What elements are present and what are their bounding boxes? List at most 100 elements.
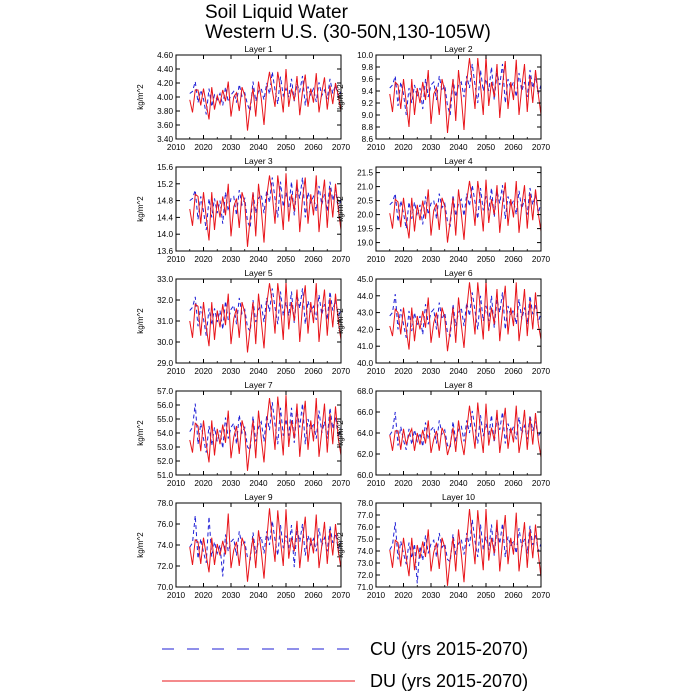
- y-tick-label: 29.0: [157, 359, 173, 368]
- series-du-line: [189, 282, 341, 353]
- y-tick-label: 44.0: [357, 292, 373, 301]
- x-tick-label: 2020: [394, 479, 413, 488]
- y-tick-label: 75.0: [357, 535, 373, 544]
- panel-title: Layer 9: [244, 492, 273, 502]
- panel-title: Layer 8: [444, 380, 473, 390]
- y-tick-label: 15.6: [157, 163, 173, 172]
- panel-frame: [375, 390, 542, 476]
- y-axis-label: kg/m^2: [336, 308, 345, 334]
- y-tick-label: 66.0: [357, 408, 373, 417]
- panel-title: Layer 10: [442, 492, 475, 502]
- series-cu-line: [389, 63, 541, 116]
- y-tick-label: 62.0: [357, 450, 373, 459]
- y-tick-label: 21.0: [357, 183, 373, 192]
- y-axis-label: kg/m^2: [336, 532, 345, 558]
- y-tick-label: 8.8: [362, 123, 374, 132]
- x-tick-label: 2010: [167, 479, 186, 488]
- series-cu-line: [189, 288, 341, 336]
- x-tick-label: 2070: [532, 367, 551, 376]
- x-tick-label: 2030: [222, 367, 241, 376]
- series-cu-line: [389, 185, 541, 229]
- x-tick-label: 2020: [194, 143, 213, 152]
- series-lines: [389, 179, 541, 243]
- y-tick-label: 64.0: [357, 429, 373, 438]
- y-tick-label: 77.0: [357, 511, 373, 520]
- y-tick-label: 41.0: [357, 342, 373, 351]
- x-tick-label: 2010: [367, 479, 386, 488]
- series-lines: [189, 395, 341, 471]
- y-tick-label: 8.6: [362, 135, 374, 144]
- x-tick-label: 2060: [504, 143, 523, 152]
- x-tick-label: 2010: [367, 143, 386, 152]
- series-lines: [389, 280, 541, 352]
- panel-title: Layer 2: [444, 44, 473, 54]
- x-tick-label: 2040: [449, 479, 468, 488]
- legend: CU (yrs 2015-2070) DU (yrs 2015-2070): [162, 639, 528, 691]
- x-tick-label: 2020: [194, 367, 213, 376]
- y-tick-label: 32.0: [157, 296, 173, 305]
- x-tick-label: 2060: [304, 479, 323, 488]
- series-lines: [189, 282, 341, 353]
- series-du-line: [389, 179, 541, 243]
- x-tick-label: 2010: [367, 591, 386, 600]
- panel-title: Layer 4: [444, 156, 473, 166]
- x-tick-label: 2060: [504, 367, 523, 376]
- series-lines: [389, 508, 541, 586]
- y-tick-label: 73.0: [357, 559, 373, 568]
- panel-9: Layer 9 2010 2020 2030 2040 2050 2060 2070 70.0 7…: [136, 492, 351, 600]
- y-axis-label: kg/m^2: [336, 84, 345, 110]
- x-tick-label: 2030: [422, 479, 441, 488]
- y-tick-label: 74.0: [357, 547, 373, 556]
- x-tick-label: 2040: [449, 367, 468, 376]
- y-tick-label: 4.20: [157, 79, 173, 88]
- y-tick-label: 14.0: [157, 230, 173, 239]
- x-tick-label: 2060: [304, 255, 323, 264]
- x-tick-label: 2040: [449, 143, 468, 152]
- x-tick-label: 2020: [394, 255, 413, 264]
- y-tick-label: 10.0: [357, 51, 373, 60]
- x-tick-label: 2050: [477, 479, 496, 488]
- y-tick-label: 43.0: [357, 309, 373, 318]
- y-axis-label: kg/m^2: [336, 420, 345, 446]
- y-tick-label: 40.0: [357, 359, 373, 368]
- x-tick-label: 2050: [277, 255, 296, 264]
- y-tick-label: 13.6: [157, 247, 173, 256]
- x-tick-label: 2010: [367, 255, 386, 264]
- y-tick-label: 74.0: [157, 541, 173, 550]
- legend-du-label: DU (yrs 2015-2070): [370, 671, 528, 691]
- series-cu-line: [189, 177, 341, 231]
- series-cu-line: [189, 71, 341, 115]
- y-tick-label: 71.0: [357, 583, 373, 592]
- y-tick-label: 3.40: [157, 135, 173, 144]
- figure-title-line-2: Western U.S. (30-50N,130-105W): [205, 22, 491, 43]
- x-tick-label: 2030: [222, 255, 241, 264]
- y-tick-label: 20.5: [357, 197, 373, 206]
- x-tick-label: 2030: [222, 479, 241, 488]
- y-axis-label: kg/m^2: [136, 84, 145, 110]
- x-tick-label: 2040: [249, 143, 268, 152]
- series-lines: [389, 402, 541, 458]
- y-tick-label: 45.0: [357, 275, 373, 284]
- panel-title: Layer 1: [244, 44, 273, 54]
- y-tick-label: 51.0: [157, 471, 173, 480]
- series-du-line: [389, 508, 541, 586]
- y-tick-label: 78.0: [357, 499, 373, 508]
- x-tick-label: 2070: [332, 143, 351, 152]
- x-tick-label: 2070: [532, 591, 551, 600]
- y-tick-label: 14.4: [157, 213, 173, 222]
- x-tick-label: 2030: [222, 591, 241, 600]
- panel-8: Layer 8 2010 2020 2030 2040 2050 2060 2070 60.0 6…: [336, 380, 551, 488]
- x-tick-label: 2060: [504, 255, 523, 264]
- legend-cu-label: CU (yrs 2015-2070): [370, 639, 528, 659]
- y-tick-label: 57.0: [157, 387, 173, 396]
- panel-2: Layer 2 2010 2020 2030 2040 2050 2060 2070 8.6 8.…: [336, 44, 551, 152]
- x-tick-label: 2070: [332, 591, 351, 600]
- x-tick-label: 2060: [504, 479, 523, 488]
- series-du-line: [189, 68, 341, 131]
- y-tick-label: 30.0: [157, 338, 173, 347]
- y-tick-label: 9.8: [362, 63, 374, 72]
- panel-10: Layer 10 2010 2020 2030 2040 2050 2060 2070 71.0…: [336, 492, 551, 600]
- y-tick-label: 15.2: [157, 180, 173, 189]
- series-lines: [389, 56, 541, 134]
- series-du-line: [189, 395, 341, 471]
